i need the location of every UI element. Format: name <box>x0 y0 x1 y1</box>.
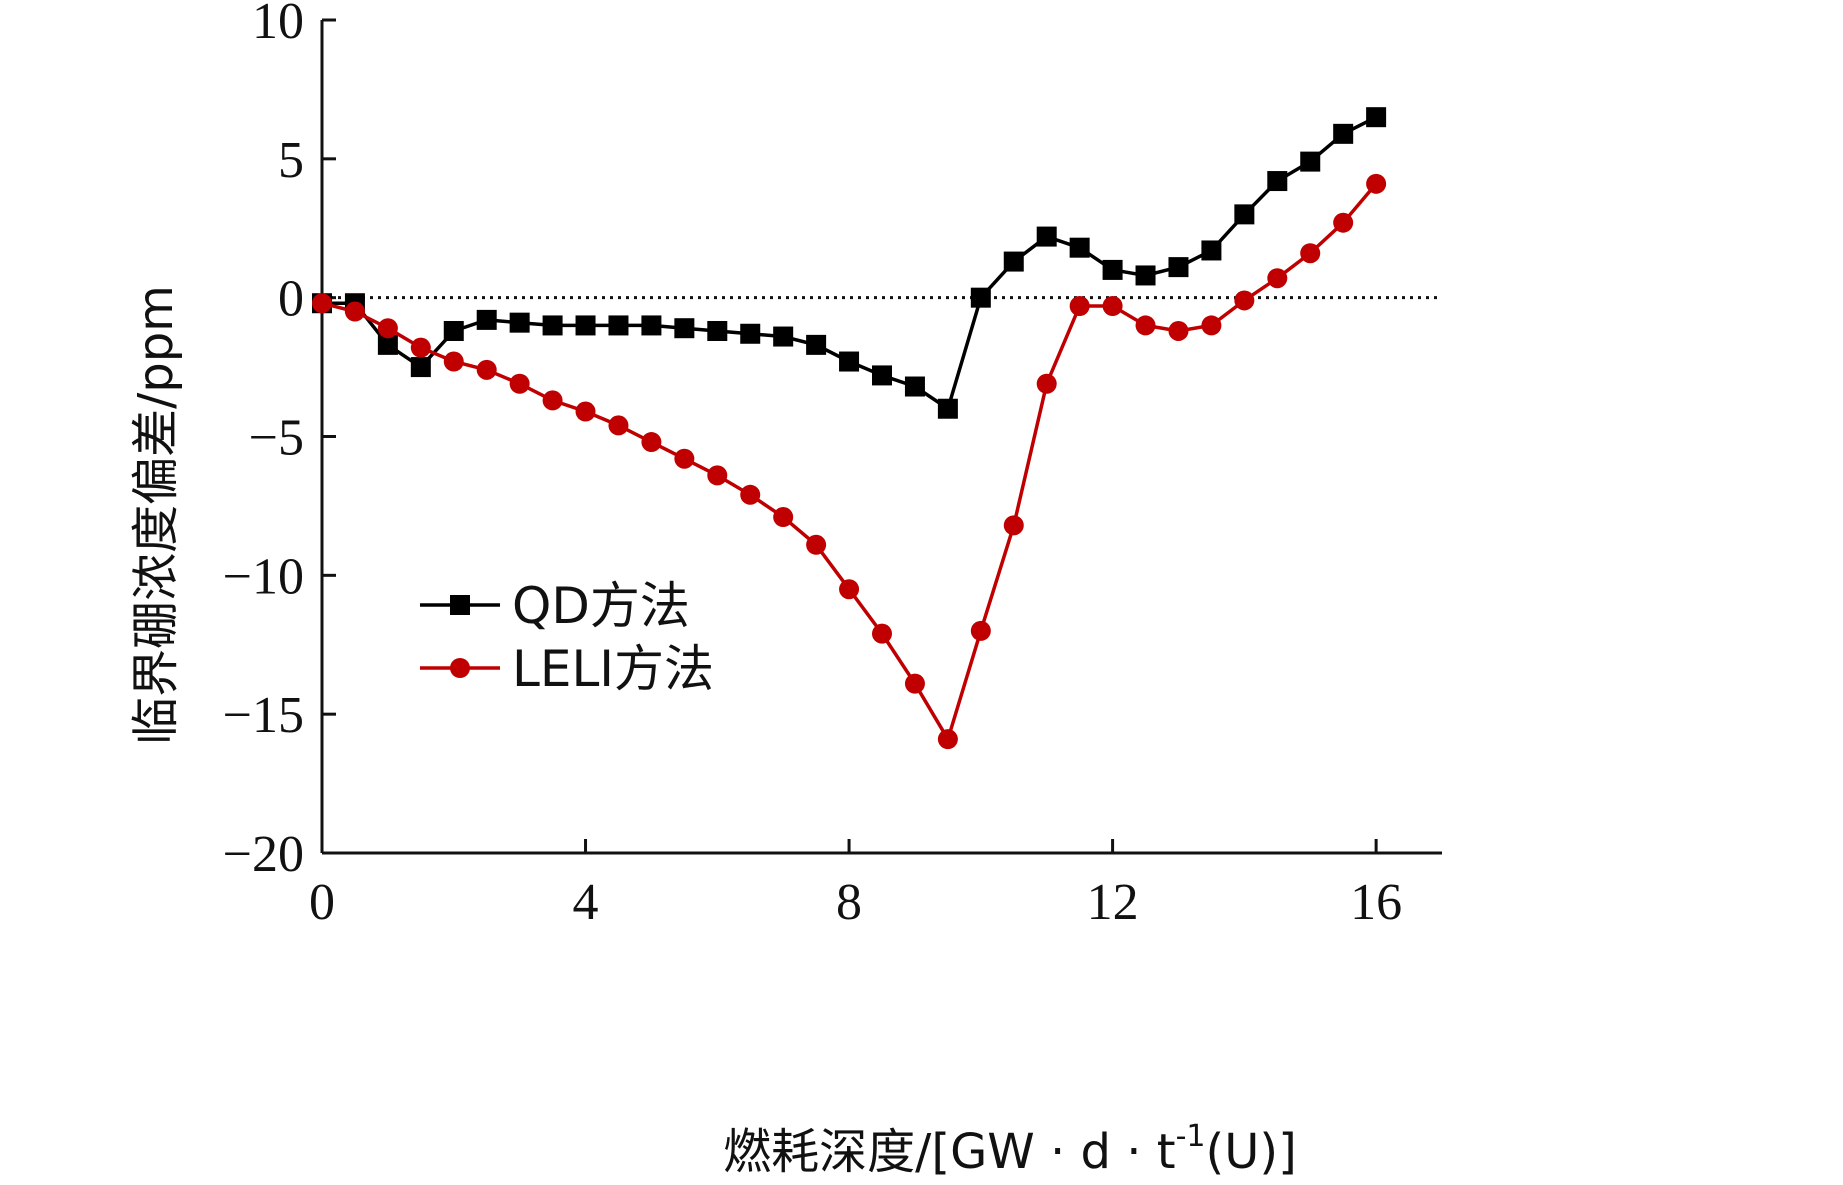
data-point <box>839 351 860 372</box>
data-point <box>1267 171 1288 192</box>
y-tick-label: 0 <box>278 271 304 328</box>
data-point <box>1234 204 1255 225</box>
data-point <box>1135 265 1156 286</box>
data-point <box>1036 373 1057 394</box>
x-tick-label: 8 <box>836 874 862 931</box>
series-layer <box>312 107 1387 750</box>
data-point <box>1201 240 1222 261</box>
data-point <box>1102 295 1123 316</box>
y-tick-label: 10 <box>252 0 304 50</box>
data-point <box>377 334 398 355</box>
data-point <box>1135 315 1156 336</box>
data-point <box>674 448 695 469</box>
data-point <box>1366 107 1387 128</box>
data-point <box>509 312 530 333</box>
data-point <box>937 398 958 419</box>
series-2 <box>312 173 1387 750</box>
data-point <box>1300 151 1321 172</box>
x-tick-label: 12 <box>1087 874 1139 931</box>
data-point <box>1168 257 1189 278</box>
legend-label: QD方法 <box>512 577 690 635</box>
data-point <box>1069 295 1090 316</box>
data-point <box>806 334 827 355</box>
data-point <box>312 293 332 314</box>
data-point <box>443 320 464 341</box>
y-tick-label: −15 <box>223 687 304 744</box>
data-point <box>641 315 662 336</box>
data-point <box>872 365 892 386</box>
y-tick-label: −5 <box>249 410 304 467</box>
data-point <box>1333 123 1354 144</box>
data-point <box>740 484 761 505</box>
data-point <box>1333 212 1354 233</box>
data-point <box>1366 173 1387 194</box>
data-point <box>476 309 497 330</box>
data-point <box>1069 237 1090 258</box>
data-point <box>443 351 464 372</box>
y-axis-title: 临界硼浓度偏差/ppm <box>128 285 184 745</box>
data-point <box>542 315 563 336</box>
data-point <box>707 465 728 486</box>
data-point <box>773 507 794 528</box>
data-point <box>806 534 827 555</box>
data-point <box>377 318 398 339</box>
data-point <box>872 623 892 644</box>
data-point <box>575 315 596 336</box>
data-point <box>509 373 530 394</box>
x-tick-label: 16 <box>1350 874 1402 931</box>
data-point <box>937 729 958 750</box>
data-point <box>1201 315 1222 336</box>
data-point <box>839 579 860 600</box>
x-tick-label: 0 <box>309 874 335 931</box>
legend-marker <box>450 658 470 678</box>
series-1 <box>312 107 1387 419</box>
data-point <box>1168 320 1189 341</box>
data-point <box>707 320 728 341</box>
legend-marker <box>450 595 470 615</box>
legend-item: LELI方法 <box>420 640 714 698</box>
y-tick-label: −10 <box>223 548 304 605</box>
data-point <box>1003 251 1024 272</box>
data-point <box>641 432 662 453</box>
x-axis-title-tail: (U)] <box>1206 1124 1297 1180</box>
data-point <box>904 376 925 397</box>
data-point <box>542 390 563 411</box>
data-point <box>904 673 925 694</box>
legend-label: LELI方法 <box>512 640 714 698</box>
data-point <box>1102 259 1123 280</box>
data-point <box>1003 515 1024 536</box>
x-axis-title-superscript: -1 <box>1176 1119 1206 1154</box>
data-point <box>674 318 695 339</box>
y-tick-label: 5 <box>278 132 304 189</box>
data-point <box>608 315 629 336</box>
data-point <box>575 401 596 422</box>
series-line <box>321 182 1378 744</box>
x-tick-label: 4 <box>573 874 599 931</box>
data-point <box>1300 243 1321 264</box>
data-point <box>773 326 794 347</box>
y-tick-label: −20 <box>223 826 304 883</box>
data-point <box>1234 290 1255 311</box>
axes <box>320 18 1442 855</box>
data-point <box>1267 268 1288 289</box>
data-point <box>740 323 761 344</box>
data-point <box>344 301 365 322</box>
data-point <box>970 620 991 641</box>
data-point <box>410 337 431 358</box>
x-axis-title-main: 燃耗深度/[GW · d · t <box>723 1124 1175 1180</box>
data-point <box>608 415 629 436</box>
data-point <box>410 357 431 378</box>
legend-item: QD方法 <box>420 577 690 635</box>
data-point <box>1036 226 1057 247</box>
data-point <box>970 287 991 308</box>
x-axis-title: 燃耗深度/[GW · d · t-1(U)] <box>723 1119 1297 1180</box>
data-point <box>476 359 497 380</box>
